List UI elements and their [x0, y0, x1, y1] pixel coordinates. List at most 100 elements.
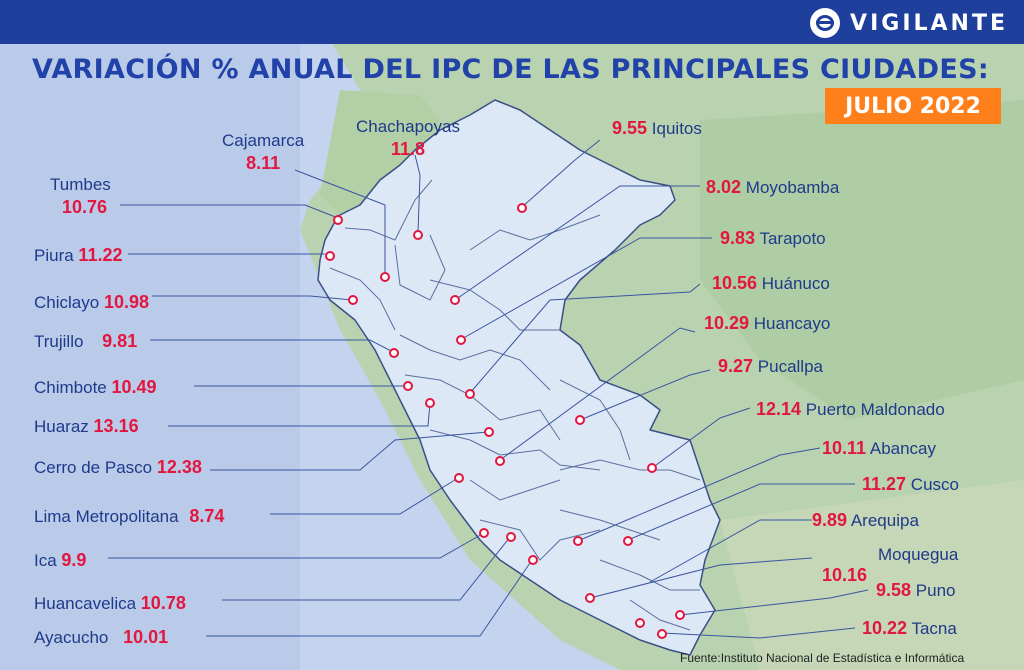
city-value: 11.27	[862, 474, 907, 494]
label-tarapoto: 9.83 Tarapoto	[720, 228, 826, 249]
city-value: 10.49	[111, 377, 157, 397]
city-name: Cajamarca	[222, 131, 305, 150]
brand-name: VIGILANTE	[850, 10, 1008, 36]
city-name: Cerro de Pasco	[34, 458, 153, 477]
label-puerto-maldonado: 12.14 Puerto Maldonado	[756, 399, 945, 420]
city-value: 8.74	[189, 506, 225, 526]
city-name: Huaraz	[34, 417, 89, 436]
city-value: 10.22	[862, 618, 908, 638]
label-huancayo: 10.29 Huancayo	[704, 313, 830, 334]
label-chachapoyas: Chachapoyas 11.8	[356, 116, 460, 160]
marker-moquegua	[635, 618, 645, 628]
label-moyobamba: 8.02 Moyobamba	[706, 177, 839, 198]
label-cajamarca: Cajamarca 8.11	[222, 130, 304, 174]
city-name: Abancay	[869, 439, 937, 458]
label-ica: Ica 9.9	[34, 550, 86, 571]
marker-puerto-maldonado	[647, 463, 657, 473]
marker-puno	[675, 610, 685, 620]
marker-pucallpa	[575, 415, 585, 425]
city-value: 12.14	[756, 399, 802, 419]
city-value: 10.56	[712, 273, 758, 293]
marker-huanuco	[465, 389, 475, 399]
city-name: Pucallpa	[757, 357, 823, 376]
marker-huancavelica	[506, 532, 516, 542]
peru-country-shape	[317, 99, 721, 656]
city-name: Tarapoto	[759, 229, 826, 248]
city-name: Trujillo	[34, 332, 84, 351]
city-name: Moquegua	[878, 545, 959, 564]
city-name: Puerto Maldonado	[805, 400, 945, 419]
label-lima: Lima Metropolitana 8.74	[34, 506, 224, 527]
city-value: 9.83	[720, 228, 756, 248]
label-piura: Piura 11.22	[34, 245, 122, 266]
city-name: Tumbes	[50, 175, 111, 194]
label-chimbote: Chimbote 10.49	[34, 377, 157, 398]
city-name: Piura	[34, 246, 74, 265]
city-value: 11.8	[390, 139, 425, 159]
city-name: Moyobamba	[745, 178, 840, 197]
source-note: Fuente:Instituto Nacional de Estadística…	[680, 651, 965, 665]
label-ayacucho: Ayacucho 10.01	[34, 627, 168, 648]
marker-cajamarca	[380, 272, 390, 282]
label-arequipa: 9.89 Arequipa	[812, 510, 919, 531]
city-name: Huancayo	[753, 314, 831, 333]
city-value: 13.16	[93, 416, 139, 436]
city-value: 9.58	[876, 580, 912, 600]
marker-chiclayo	[348, 295, 358, 305]
leader-lines	[108, 139, 869, 639]
label-huaraz: Huaraz 13.16	[34, 416, 139, 437]
city-value: 9.89	[812, 510, 848, 530]
city-name: Lima Metropolitana	[34, 507, 179, 526]
marker-chimbote	[403, 381, 413, 391]
label-huanuco: 10.56 Huánuco	[712, 273, 830, 294]
marker-iquitos	[517, 203, 527, 213]
city-value: 10.29	[704, 313, 750, 333]
city-value: 8.11	[246, 153, 281, 173]
label-tumbes: Tumbes 10.76	[50, 174, 111, 218]
label-moquegua: Moquegua 10.16	[822, 545, 958, 585]
marker-cerro-de-pasco	[484, 427, 494, 437]
city-name: Chiclayo	[34, 293, 100, 312]
city-value: 8.02	[706, 177, 742, 197]
label-iquitos: 9.55 Iquitos	[612, 118, 702, 139]
city-name: Chachapoyas	[356, 117, 460, 136]
city-name: Huánuco	[761, 274, 830, 293]
date-badge: JULIO 2022	[825, 88, 1001, 124]
city-value: 10.16	[822, 565, 868, 585]
top-bar	[0, 0, 1024, 44]
marker-huaraz	[425, 398, 435, 408]
marker-tarapoto	[456, 335, 466, 345]
city-name: Arequipa	[850, 511, 919, 530]
city-value: 12.38	[156, 457, 202, 477]
city-value: 9.55	[612, 118, 648, 138]
city-value: 10.76	[62, 197, 108, 217]
marker-abancay	[573, 536, 583, 546]
brand-logo: VIGILANTE	[810, 8, 1008, 38]
marker-tumbes	[333, 215, 343, 225]
city-value: 9.27	[718, 356, 754, 376]
marker-lima	[454, 473, 464, 483]
marker-ayacucho	[528, 555, 538, 565]
city-value: 10.78	[140, 593, 186, 613]
city-value: 9.81	[102, 331, 138, 351]
label-trujillo: Trujillo 9.81	[34, 331, 137, 352]
city-name: Ica	[34, 551, 57, 570]
city-name: Iquitos	[651, 119, 702, 138]
label-pucallpa: 9.27 Pucallpa	[718, 356, 823, 377]
page-title: VARIACIÓN % ANUAL DEL IPC DE LAS PRINCIP…	[32, 54, 989, 85]
label-puno: 9.58 Puno	[876, 580, 955, 601]
city-markers	[325, 203, 685, 639]
label-huancavelica: Huancavelica 10.78	[34, 593, 186, 614]
marker-tacna	[657, 629, 667, 639]
marker-piura	[325, 251, 335, 261]
city-name: Ayacucho	[34, 628, 109, 647]
city-value: 10.01	[123, 627, 169, 647]
city-name: Puno	[915, 581, 956, 600]
city-name: Tacna	[911, 619, 957, 638]
label-chiclayo: Chiclayo 10.98	[34, 292, 149, 313]
marker-chachapoyas	[413, 230, 423, 240]
marker-ica	[479, 528, 489, 538]
marker-moyobamba	[450, 295, 460, 305]
city-name: Huancavelica	[34, 594, 137, 613]
